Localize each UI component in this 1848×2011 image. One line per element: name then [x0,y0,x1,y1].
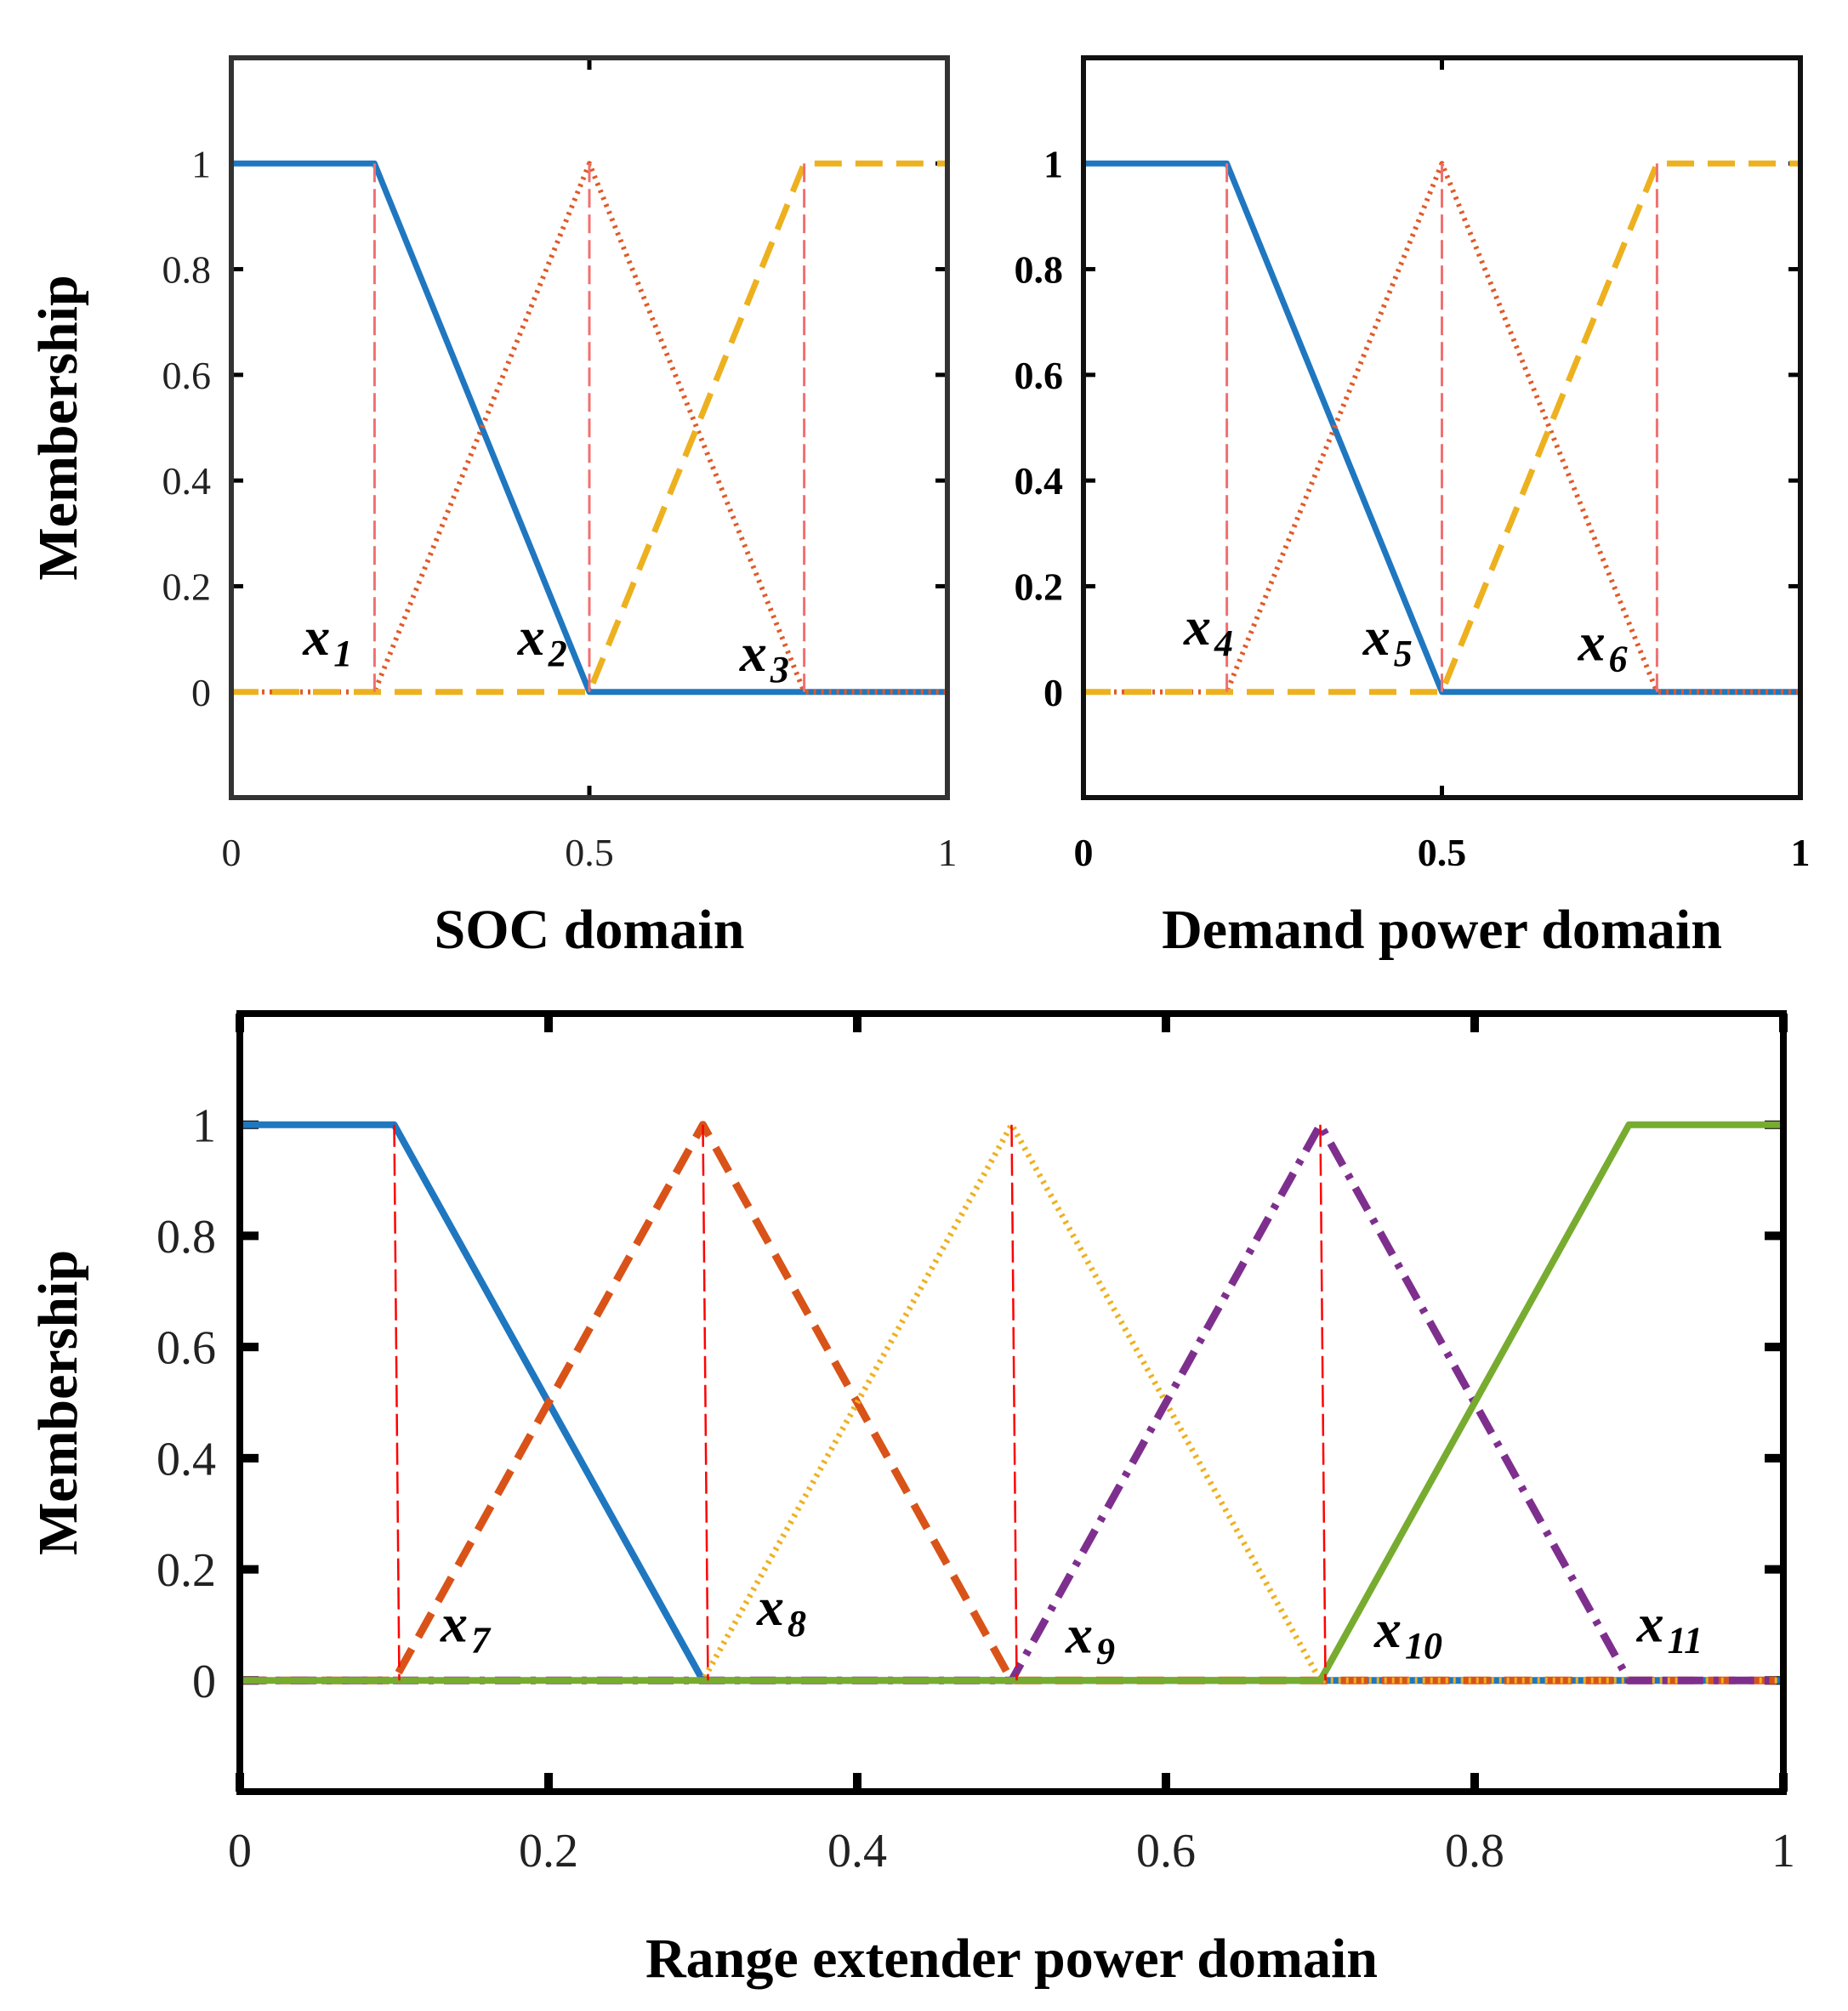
annotation-label: x6 [1578,611,1628,679]
ytick-label: 0.8 [1015,248,1064,292]
ytick-label: 0.6 [1015,354,1064,397]
ytick-label: 1 [191,142,211,185]
ytick-label: 0.8 [156,1211,216,1264]
plot-frame [1081,55,1803,800]
annotation-label: x2 [517,606,567,674]
series-mf2 [240,1121,1783,1684]
ytick-label: 0.8 [162,248,212,292]
xtick-label: 1 [938,831,958,874]
annotation-label: x5 [1362,606,1413,674]
xtick-label: 0 [1074,831,1094,874]
x-axis-label: Range extender power domain [645,1928,1378,1990]
y-axis-label: Membership [27,275,89,580]
xtick-label: 0 [222,831,242,874]
xtick-label: 0.5 [1418,831,1467,874]
ytick-label: 1 [192,1099,216,1152]
chart-soc: 0 0.2 0.4 0.6 0.8 1 0 0.5 1 x1 x2 x3 SOC domain Membe… [27,55,958,961]
xtick-label: 0.5 [565,831,614,874]
ytick-label: 0 [192,1656,216,1708]
ytick-label: 0.6 [162,354,212,397]
x-axis-label: SOC domain [435,899,745,961]
annotation-label: x8 [756,1576,806,1645]
ytick-label: 0 [191,671,211,714]
xtick-label: 0.8 [1445,1825,1504,1878]
series-mf1 [231,160,947,696]
x-axis-label: Demand power domain [1162,899,1722,961]
ytick-label: 0.2 [1015,565,1064,609]
plot-frame [229,55,950,800]
series-mf3 [240,1122,1783,1684]
ytick-label: 0.6 [156,1322,216,1375]
xtick-label: 0.4 [827,1825,887,1878]
guide-line [1319,1124,1327,1681]
xtick-label: 1 [1791,831,1811,874]
ytick-label: 0.4 [1015,459,1064,503]
guide-line [393,1124,401,1681]
xtick-label: 0 [228,1825,252,1878]
plot-frame [236,1010,1787,1795]
xtick-label: 0.2 [519,1825,578,1878]
series-mf3 [231,160,947,696]
guide-line [1010,1124,1018,1681]
chart-demand: 0 0.2 0.4 0.6 0.8 1 0 0.5 1 x4 x5 x6 Demand power do… [1015,55,1811,961]
ytick-label: 0.4 [162,459,212,503]
guide-line [702,1124,709,1681]
annotation-label: x1 [302,606,352,674]
chart-range: 0 0.2 0.4 0.6 0.8 1 0 0.2 0.4 0.6 0.8 1 x7 x8 x9 x10 x11… [27,1010,1795,1990]
xtick-label: 0.6 [1136,1825,1196,1878]
series-mf3 [1083,160,1800,696]
series-mf1 [240,1121,1783,1684]
annotation-label: x7 [440,1593,492,1662]
annotation-label: x9 [1065,1605,1115,1673]
ytick-label: 0.4 [156,1433,216,1486]
ytick-label: 0 [1043,671,1063,714]
xtick-label: 1 [1771,1825,1795,1878]
ytick-label: 0.2 [156,1544,216,1597]
series-mf5 [240,1121,1783,1684]
annotation-label: x11 [1636,1593,1703,1662]
ytick-label: 1 [1043,142,1063,185]
annotation-label: x10 [1373,1599,1442,1667]
series-mf4 [240,1121,1783,1684]
annotation-label: x3 [739,622,789,690]
y-axis-label: Membership [27,1250,89,1555]
annotation-label: x4 [1183,596,1233,664]
ytick-label: 0.2 [162,565,212,609]
